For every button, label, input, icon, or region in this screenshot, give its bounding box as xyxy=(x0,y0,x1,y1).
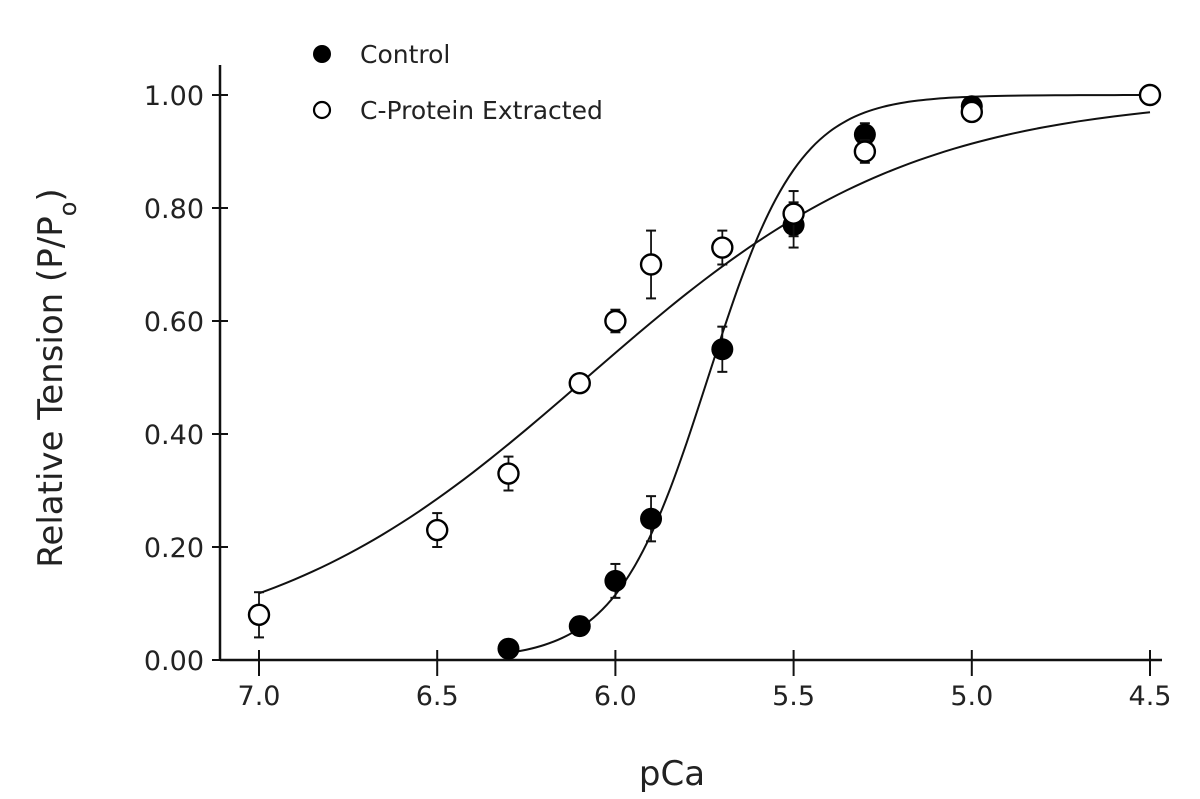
data-points xyxy=(247,83,1162,660)
x-tick-label: 4.5 xyxy=(1129,681,1172,712)
point-control xyxy=(711,338,734,361)
point-extracted xyxy=(426,518,449,542)
y-tick-label: 0.00 xyxy=(144,646,204,677)
y-tick-label: 0.20 xyxy=(144,533,204,564)
point-control xyxy=(640,507,663,530)
fit-curve-extracted xyxy=(258,111,1151,595)
point-extracted xyxy=(497,462,520,485)
y-tick-label: 0.40 xyxy=(144,420,204,451)
legend-marker-control xyxy=(313,45,331,63)
legend: Control C-Protein Extracted xyxy=(312,40,603,125)
point-control xyxy=(604,569,627,592)
point-control xyxy=(568,615,591,638)
x-tick-label: 5.0 xyxy=(950,681,993,712)
y-tick-label: 0.60 xyxy=(144,307,204,338)
legend-marker-extracted xyxy=(312,100,332,120)
y-axis-title: Relative Tension (P/Po) xyxy=(31,188,82,567)
x-tick-label: 6.5 xyxy=(416,681,459,712)
x-tick-label: 7.0 xyxy=(238,681,281,712)
point-extracted xyxy=(1138,83,1162,107)
x-tick-label: 5.5 xyxy=(772,681,815,712)
point-extracted xyxy=(568,371,591,395)
y-tick-label: 1.00 xyxy=(144,81,204,112)
fit-curves xyxy=(258,94,1151,655)
point-extracted xyxy=(782,202,805,225)
legend-label-control: Control xyxy=(360,40,450,69)
y-axis-title-close: ) xyxy=(31,188,71,201)
point-extracted xyxy=(853,140,877,163)
y-axis-title-sub: o xyxy=(54,202,82,217)
point-extracted xyxy=(711,236,734,259)
point-extracted xyxy=(604,309,627,333)
point-control xyxy=(853,123,876,146)
point-extracted xyxy=(960,100,983,124)
y-axis-title-main: Relative Tension (P/P xyxy=(31,216,71,567)
legend-label-extracted: C-Protein Extracted xyxy=(360,96,603,125)
axes: 7.0 6.5 6.0 5.5 5.0 4.5 0.00 0.20 0.40 0.60 0.80 1.… xyxy=(144,65,1172,712)
svg-text:Relative Tension (P/Po): Relative Tension (P/Po) xyxy=(31,188,82,567)
y-tick-label: 0.80 xyxy=(144,194,204,225)
fit-curve-control xyxy=(508,94,1151,655)
point-extracted xyxy=(247,603,271,626)
x-axis-title: pCa xyxy=(639,754,705,794)
point-control xyxy=(497,637,520,660)
x-tick-label: 6.0 xyxy=(594,681,637,712)
point-extracted xyxy=(639,253,663,276)
